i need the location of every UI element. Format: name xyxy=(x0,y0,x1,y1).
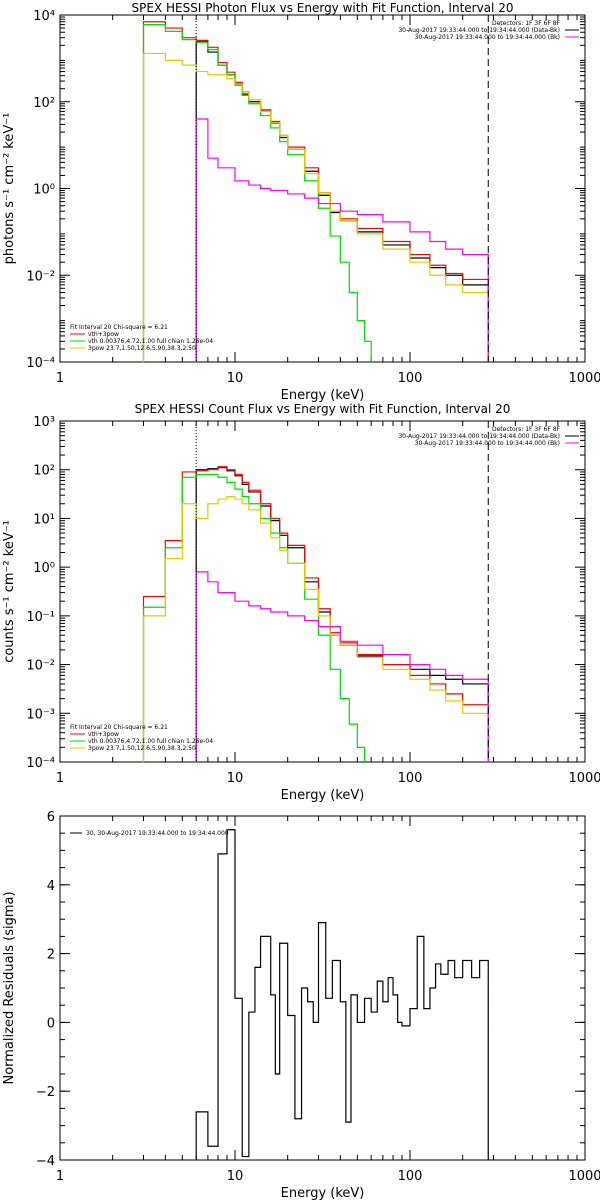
photon-y-axis-label: photons s⁻¹ cm⁻² keV⁻¹ xyxy=(2,113,17,265)
x-tick-label: 1 xyxy=(56,1169,64,1184)
y-tick-label: 10⁻³ xyxy=(26,707,55,722)
count-series-2-line xyxy=(142,473,366,762)
y-tick-label: −2 xyxy=(36,1085,55,1100)
x-tick-label: 100 xyxy=(398,1169,423,1184)
y-tick-label: 10⁻⁴ xyxy=(26,356,55,371)
x-tick-label: 10 xyxy=(227,371,244,386)
count-legend-bl-item: 3pow 23.7,1.50,12.6,5.90,38.3,2.50 xyxy=(88,745,196,752)
count-series-4-line xyxy=(195,571,489,762)
count-legend-tr-item: 30-Aug-2017 19:33:44.000 to 19:34:44.000… xyxy=(398,433,560,440)
y-tick-label: 2 xyxy=(47,948,55,963)
photon-series-1-line xyxy=(142,21,489,362)
count-legend-tr-item: 30-Aug-2017 19:33:44.000 to 19:34:44.000… xyxy=(415,440,560,447)
photon-legend-bl-item: vth 0.00376,4.72,1.00 full chian 1.26e-0… xyxy=(88,338,213,345)
photon-legend-tr-item: 30-Aug-2017 19:33:44.000 to 19:34:44.000… xyxy=(398,27,560,34)
y-tick-label: 10² xyxy=(33,464,55,479)
photon-title: SPEX HESSI Photon Flux vs Energy with Fi… xyxy=(132,1,514,15)
count-x-axis-label: Energy (keV) xyxy=(281,788,365,803)
y-tick-label: 10⁴ xyxy=(33,9,55,24)
y-tick-label: 0 xyxy=(47,1016,55,1031)
y-tick-label: 10⁻⁴ xyxy=(26,756,55,771)
count-series-group xyxy=(142,466,489,762)
residuals-x-axis-label: Energy (keV) xyxy=(281,1186,365,1200)
count-legend-tr-item: Detectors: 1F 3F 6F 8F xyxy=(492,426,561,433)
count-y-axis-label: counts s⁻¹ cm⁻² keV⁻¹ xyxy=(2,520,17,663)
residuals-plot-frame xyxy=(59,815,586,1161)
y-tick-label: 10⁻² xyxy=(26,659,55,674)
count-series-3-line xyxy=(142,496,489,762)
residuals-legend-tl-item: 30, 30-Aug-2017 19:33:44.000 to 19:34:44… xyxy=(86,830,229,837)
count-title: SPEX HESSI Count Flux vs Energy with Fit… xyxy=(135,402,511,416)
x-tick-label: 1000 xyxy=(568,771,600,786)
photon-series-4-line xyxy=(195,118,489,362)
count-chart: SPEX HESSI Count Flux vs Energy with Fit… xyxy=(2,402,600,803)
x-tick-label: 100 xyxy=(398,771,423,786)
photon-series-group xyxy=(142,21,489,362)
residuals-y-axis-label: Normalized Residuals (sigma) xyxy=(2,891,17,1084)
y-tick-label: 4 xyxy=(47,879,55,894)
photon-series-0-line xyxy=(195,40,489,362)
x-tick-label: 1000 xyxy=(568,1169,600,1184)
x-tick-label: 1000 xyxy=(568,371,600,386)
y-tick-label: 10⁻¹ xyxy=(26,610,55,625)
y-tick-label: 10² xyxy=(33,96,55,111)
photon-series-2-line xyxy=(142,24,372,362)
y-tick-label: 10¹ xyxy=(33,512,55,527)
x-tick-label: 10 xyxy=(227,1169,244,1184)
count-legend-bl-item: vth+3pow xyxy=(88,731,119,738)
x-tick-label: 10 xyxy=(227,771,244,786)
count-legend-bl-item: vth 0.00376,4.72,1.00 full chian 1.26e-0… xyxy=(88,738,213,745)
count-legend-bl-item: Fit Interval 20 Chi-square = 6.21 xyxy=(70,724,168,731)
photon-legend-bl-item: vth+3pow xyxy=(88,331,119,338)
photon-plot-frame xyxy=(59,14,586,363)
photon-legend-tr-item: 30-Aug-2017 19:33:44.000 to 19:34:44.000… xyxy=(415,34,560,41)
residuals-series-0-line xyxy=(195,829,489,1160)
y-tick-label: −4 xyxy=(36,1154,55,1169)
x-tick-label: 100 xyxy=(398,371,423,386)
y-tick-label: 10⁰ xyxy=(33,183,55,198)
photon-x-axis-label: Energy (keV) xyxy=(281,388,365,403)
residuals-series-group xyxy=(195,829,489,1160)
y-tick-label: 10⁻² xyxy=(26,269,55,284)
photon-legend-tr-item: Detectors: 1F 3F 6F 8F xyxy=(492,20,561,27)
photon-chart: SPEX HESSI Photon Flux vs Energy with Fi… xyxy=(2,1,600,403)
x-tick-label: 1 xyxy=(56,771,64,786)
count-series-0-line xyxy=(195,467,489,762)
count-plot-frame xyxy=(59,420,586,763)
y-tick-label: 6 xyxy=(47,810,55,825)
photon-legend-bl-item: Fit Interval 20 Chi-square = 6.21 xyxy=(70,324,168,331)
count-series-1-line xyxy=(142,466,489,762)
y-tick-label: 10³ xyxy=(33,415,55,430)
photon-legend-bl-item: 3pow 23.7,1.50,12.6,5.90,38.3,2.50 xyxy=(88,345,196,352)
x-tick-label: 1 xyxy=(56,371,64,386)
residuals-chart: 1 10 100 1000 −4 −2 0 2 4 6 Energy (keV) Normalized… xyxy=(2,810,600,1200)
photon-series-3-line xyxy=(142,52,489,362)
y-tick-label: 10⁰ xyxy=(33,561,55,576)
